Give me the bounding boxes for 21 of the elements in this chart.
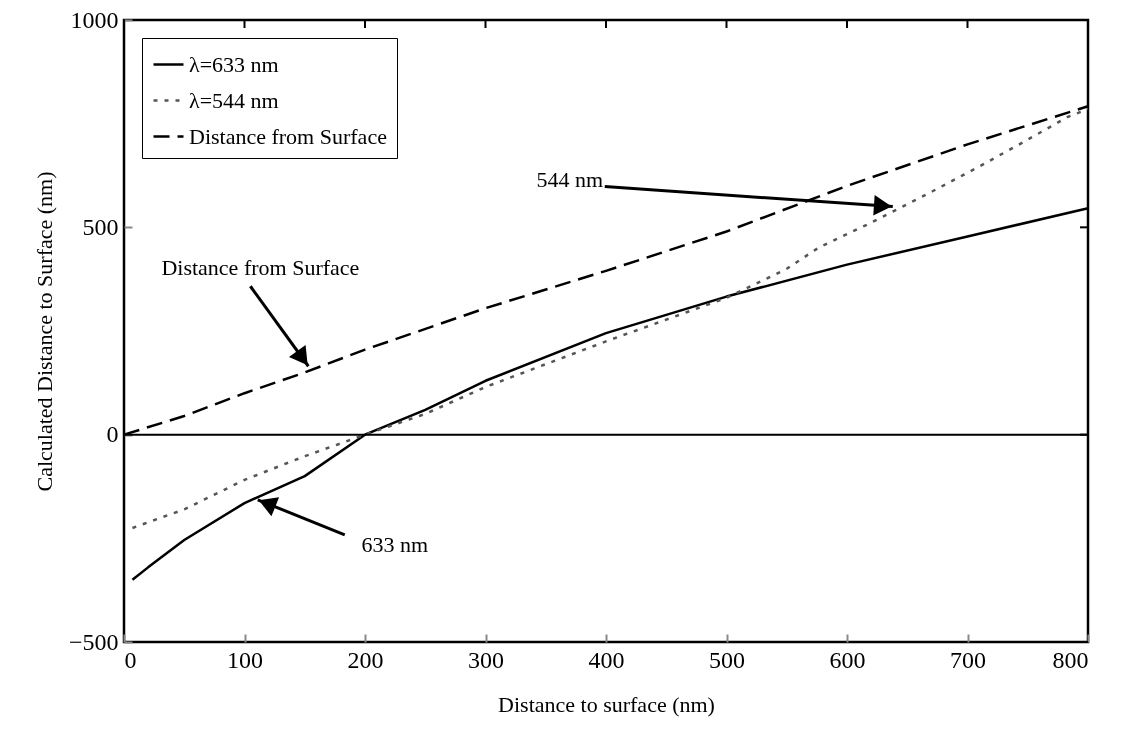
legend-label: Distance from Surface	[189, 123, 387, 149]
x-tick-label: 600	[829, 646, 866, 673]
annotation: 544 nm	[536, 166, 604, 192]
annotation: Distance from Surface	[161, 255, 360, 281]
x-tick-label: 200	[347, 646, 384, 673]
x-tick-label: 100	[227, 646, 263, 673]
y-tick-label: 0	[106, 421, 119, 448]
x-tick-label: 300	[468, 646, 504, 673]
x-tick-label: 0	[124, 646, 137, 673]
y-tick-label: 500	[82, 213, 119, 240]
x-tick-label: 400	[588, 646, 625, 673]
annotation: 633 nm	[361, 531, 429, 557]
y-tick-label: −500	[68, 628, 119, 655]
legend-label: λ=544 nm	[189, 87, 279, 113]
x-axis-title: Distance to surface (nm)	[498, 691, 715, 717]
y-tick-label: 1000	[70, 6, 119, 33]
y-axis-title: Calculated Distance to Surface (nm)	[31, 171, 57, 492]
x-tick-label: 800	[1052, 646, 1089, 673]
legend-label: λ=633 nm	[189, 51, 279, 77]
x-tick-label: 700	[950, 646, 986, 673]
x-tick-label: 500	[709, 646, 745, 673]
